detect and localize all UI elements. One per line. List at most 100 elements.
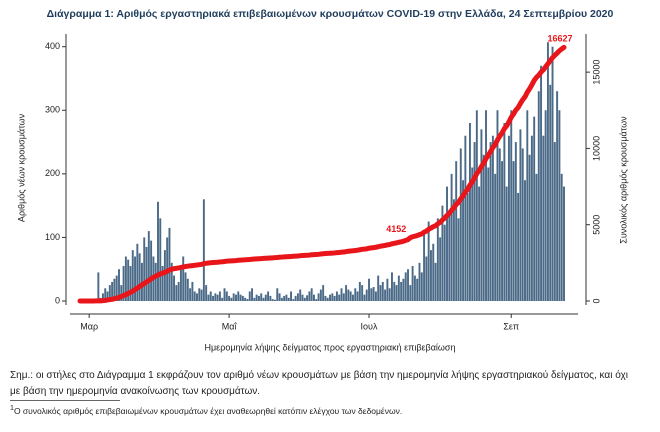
y-axis-label: Αριθμός νέων κρουσμάτων bbox=[16, 113, 26, 222]
bar bbox=[404, 272, 407, 301]
bar bbox=[368, 278, 370, 301]
bar bbox=[104, 288, 107, 301]
bar bbox=[342, 293, 345, 301]
bar bbox=[379, 285, 382, 301]
bar bbox=[501, 161, 504, 301]
footnote-text: Ο συνολικός αριθμός επιβεβαιωμένων κρουσ… bbox=[13, 405, 403, 416]
bar bbox=[363, 294, 366, 301]
bar bbox=[262, 297, 265, 301]
bar bbox=[423, 231, 426, 301]
bar bbox=[407, 269, 409, 301]
bar bbox=[228, 295, 231, 301]
bar bbox=[432, 243, 435, 301]
bar bbox=[276, 288, 279, 301]
bar bbox=[154, 262, 157, 301]
bar bbox=[498, 148, 501, 301]
bar bbox=[434, 262, 437, 301]
chart: Διάγραμμα 1: Αριθμός εργαστηριακά επιβεβ… bbox=[16, 8, 628, 353]
y2-tick-label: 0 bbox=[591, 298, 601, 303]
bar bbox=[450, 173, 453, 301]
bar bbox=[374, 291, 377, 301]
bar bbox=[161, 266, 164, 301]
bar bbox=[106, 291, 109, 301]
bar bbox=[285, 294, 288, 301]
bar bbox=[505, 186, 508, 301]
bar bbox=[230, 297, 233, 301]
bar bbox=[489, 142, 492, 301]
note: Σημ.: οι στήλες στο Διάγραμμα 1 εκφράζου… bbox=[10, 370, 628, 397]
bar bbox=[409, 285, 412, 301]
bar bbox=[441, 205, 444, 301]
bar bbox=[267, 291, 270, 301]
bar bbox=[439, 237, 442, 301]
bar bbox=[558, 110, 561, 302]
bar bbox=[324, 295, 327, 301]
bar bbox=[356, 291, 359, 301]
bar bbox=[487, 167, 490, 301]
bar bbox=[308, 291, 311, 301]
bar bbox=[255, 294, 258, 301]
bar bbox=[310, 288, 313, 301]
bar bbox=[361, 285, 364, 301]
bar bbox=[510, 110, 513, 302]
bar bbox=[134, 256, 137, 301]
bar bbox=[138, 253, 141, 301]
bar bbox=[301, 294, 304, 301]
separator bbox=[10, 400, 120, 401]
bar bbox=[184, 272, 187, 301]
bar bbox=[358, 281, 361, 301]
bar bbox=[108, 285, 111, 301]
bar bbox=[317, 293, 320, 301]
bar bbox=[491, 135, 494, 301]
point-label: 4152 bbox=[386, 224, 406, 234]
bar bbox=[170, 262, 173, 301]
bar bbox=[287, 297, 290, 301]
bar bbox=[239, 294, 242, 301]
bar bbox=[207, 294, 210, 301]
bar bbox=[253, 297, 256, 301]
bar bbox=[140, 262, 143, 301]
bar bbox=[528, 154, 531, 301]
bar bbox=[533, 116, 536, 302]
bar bbox=[306, 295, 309, 301]
bar bbox=[131, 250, 134, 301]
bar bbox=[127, 259, 130, 301]
bar bbox=[290, 291, 292, 301]
bar bbox=[347, 289, 350, 301]
bar bbox=[503, 123, 506, 301]
bar bbox=[372, 287, 375, 301]
bar bbox=[173, 275, 176, 301]
bar bbox=[413, 275, 416, 301]
bar bbox=[459, 148, 462, 301]
bar bbox=[202, 199, 205, 301]
bar bbox=[425, 256, 428, 301]
bar bbox=[241, 295, 244, 301]
bar bbox=[129, 266, 132, 301]
bar bbox=[468, 123, 471, 301]
point-label: 16627 bbox=[547, 34, 572, 44]
bar bbox=[218, 291, 221, 301]
bar bbox=[549, 84, 552, 301]
bar bbox=[427, 221, 430, 301]
bar bbox=[244, 297, 247, 301]
x-axis-label: Ημερομηνία λήψης δείγματος προς εργαστηρ… bbox=[205, 342, 456, 352]
bar bbox=[280, 297, 283, 301]
bar bbox=[260, 293, 263, 301]
bar bbox=[101, 293, 104, 301]
bar bbox=[147, 231, 150, 301]
bar bbox=[386, 278, 389, 301]
bar bbox=[205, 285, 208, 301]
bar bbox=[186, 278, 189, 301]
bar bbox=[338, 294, 341, 301]
bar bbox=[395, 285, 398, 301]
bar bbox=[225, 291, 228, 301]
bar bbox=[553, 142, 556, 301]
bar bbox=[120, 285, 123, 301]
y-tick-label: 400 bbox=[45, 41, 60, 51]
bar bbox=[157, 201, 159, 301]
bar bbox=[524, 180, 526, 301]
bar bbox=[136, 243, 139, 301]
bar bbox=[560, 173, 563, 301]
bar bbox=[370, 288, 373, 301]
